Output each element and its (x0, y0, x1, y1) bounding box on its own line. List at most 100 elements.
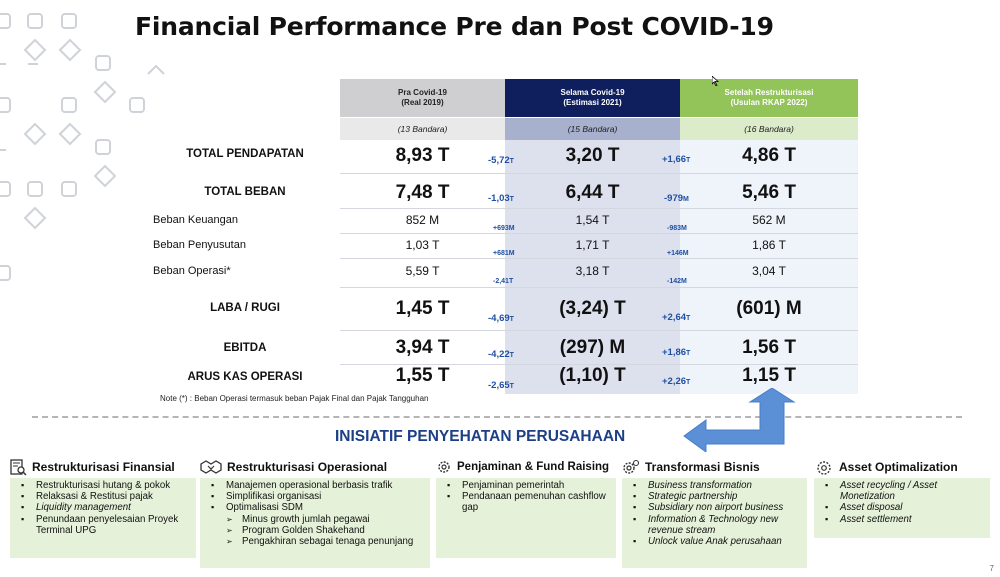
category-asset-title: Asset Optimalization (839, 460, 958, 474)
row-beban-operasi-pre: 5,59 T (405, 264, 440, 278)
item-text: Penundaan penyelesaian Proyek Terminal U… (36, 513, 179, 536)
row-divider (340, 287, 858, 288)
row-laba-rugi-pre: 1,45 T (395, 298, 450, 319)
row-total-beban-delta1: -1,03T (488, 193, 514, 204)
item-text: Asset settlement (840, 513, 912, 525)
delta-unit: T (686, 315, 691, 322)
row-divider (340, 330, 858, 331)
item-text: Information & Technology new revenue str… (648, 513, 778, 536)
item-text: Penjaminan pemerintah (462, 480, 565, 491)
row-beban-keuangan-delta1: +693M (493, 225, 515, 232)
row-ebitda-post: 1,56 T (742, 337, 796, 358)
col2-body (505, 140, 680, 394)
document-search-icon (10, 458, 27, 476)
item-text: Optimalisasi SDM (226, 502, 303, 514)
category-financial-title: Restrukturisasi Finansial (32, 460, 175, 474)
row-laba-rugi-delta2: +2,64T (662, 312, 690, 323)
row-laba-rugi-delta1: -4,69T (488, 313, 514, 324)
delta-unit: T (509, 352, 514, 359)
list-item: Subsidiary non airport business (628, 502, 801, 513)
row-beban-keuangan-post: 562 M (752, 213, 786, 227)
col3-subtitle: (Usulan RKAP 2022) (730, 98, 808, 107)
delta-value: +2,64 (662, 312, 687, 323)
list-item: Asset recycling / Asset Monetization (820, 480, 984, 502)
category-guarantee-title: Penjaminan & Fund Raising (457, 461, 610, 473)
row-total-pendapatan-during: 3,20 T (565, 145, 620, 166)
page-number: 7 (989, 564, 994, 573)
list-item: Relaksasi & Restitusi pajak (16, 491, 190, 502)
category-asset: Asset Optimalization Asset recycling / A… (814, 457, 990, 561)
delta-value: -4,22 (488, 349, 510, 360)
category-operational-header: Restrukturisasi Operasional (200, 457, 430, 477)
row-ebitda-delta2: +1,86T (662, 347, 690, 358)
list-item: Penjaminan pemerintah (442, 480, 610, 491)
col2-header: Selama Covid-19 (Estimasi 2021) (505, 79, 680, 117)
delta-value: -2,65 (488, 380, 510, 391)
category-operational-title: Restrukturisasi Operasional (227, 460, 388, 474)
list-item: Asset settlement (820, 514, 984, 525)
row-total-beban-during: 6,44 T (565, 182, 620, 203)
row-total-pendapatan-delta2: +1,66T (662, 154, 690, 165)
handshake-icon (200, 460, 222, 474)
delta-unit: T (686, 157, 691, 164)
delta-value: -979 (664, 193, 684, 204)
delta-value: +1,86 (662, 347, 687, 358)
row-label-beban-operasi: Beban Operasi* (153, 265, 231, 277)
item-text: Restrukturisasi hutang & pokok (36, 480, 171, 491)
row-beban-operasi-delta1: -2,41T (493, 278, 514, 285)
row-laba-rugi-post: (601) M (736, 298, 802, 319)
item-text: Pendanaan pemenuhan cashflow gap (462, 491, 606, 514)
row-ebitda-pre: 3,94 T (395, 337, 450, 358)
row-label-ebitda: EBITDA (223, 342, 267, 354)
category-financial: Restrukturisasi Finansial Restrukturisas… (10, 457, 196, 561)
row-label-arus-kas-operasi: ARUS KAS OPERASI (187, 371, 303, 383)
row-label-total-pendapatan: TOTAL PENDAPATAN (186, 148, 304, 160)
item-text: Liquidity management (36, 502, 131, 514)
row-divider (340, 258, 858, 259)
delta-unit: T (686, 379, 691, 386)
col3-title: Setelah Restrukturisasi (724, 88, 814, 97)
delta-value: -4,69 (488, 313, 510, 324)
row-arus-kas-operasi-post: 1,15 T (742, 365, 796, 386)
col3-body (680, 140, 858, 394)
row-laba-rugi-during: (3,24) T (559, 298, 626, 319)
row-divider (340, 173, 858, 174)
item-text: Program Golden Shakehand (242, 524, 365, 536)
item-text: Minus growth jumlah pegawai (242, 513, 370, 525)
category-guarantee-box: Penjaminan pemerintah Pendanaan pemenuha… (436, 478, 616, 558)
list-item: Restrukturisasi hutang & pokok (16, 480, 190, 491)
row-label-total-beban: TOTAL BEBAN (204, 186, 286, 198)
row-beban-penyusutan-delta1: +681M (493, 250, 515, 257)
decorative-pattern (0, 13, 165, 281)
category-financial-header: Restrukturisasi Finansial (10, 457, 196, 477)
delta-value: -1,03 (488, 193, 510, 204)
row-beban-penyusutan-post: 1,86 T (752, 238, 786, 252)
category-guarantee-header: Penjaminan & Fund Raising (436, 457, 616, 477)
delta-unit: T (686, 350, 691, 357)
col1-title: Pra Covid-19 (398, 88, 447, 97)
row-divider (340, 233, 858, 234)
col1-header: Pra Covid-19 (Real 2019) (340, 79, 505, 117)
col1-body (340, 140, 505, 394)
row-arus-kas-operasi-during: (1,10) T (559, 365, 626, 386)
item-text: Relaksasi & Restitusi pajak (36, 491, 153, 503)
footnote: Note (*) : Beban Operasi termasuk beban … (160, 394, 429, 403)
list-item: Liquidity management (16, 502, 190, 513)
col3-count: (16 Bandara) (680, 118, 858, 140)
item-text: Manajemen operasional berbasis trafik (226, 480, 393, 491)
item-text: Asset recycling / Asset Monetization (840, 480, 938, 503)
row-beban-keuangan-pre: 852 M (405, 213, 440, 227)
delta-value: -5,72 (488, 155, 510, 166)
delta-unit: T (509, 383, 514, 390)
category-financial-box: Restrukturisasi hutang & pokok Relaksasi… (10, 478, 196, 558)
col1-subtitle: (Real 2019) (401, 98, 444, 107)
row-beban-penyusutan-pre: 1,03 T (405, 238, 440, 252)
row-beban-keuangan-during: 1,54 T (575, 213, 610, 227)
delta-unit: T (509, 196, 514, 203)
row-total-pendapatan-post: 4,86 T (742, 145, 796, 166)
row-label-beban-keuangan: Beban Keuangan (153, 214, 239, 226)
row-arus-kas-operasi-delta1: -2,65T (488, 380, 514, 391)
item-text: Unlock value Anak perusahaan (648, 536, 782, 548)
row-ebitda-during: (297) M (559, 337, 626, 358)
item-text: Subsidiary non airport business (648, 502, 784, 514)
